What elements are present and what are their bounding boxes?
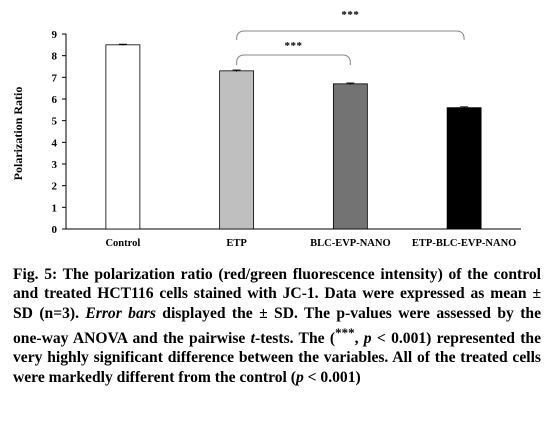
significance-label: *** (285, 40, 303, 52)
figure-caption: Fig. 5: The polarization ratio (red/gree… (13, 265, 541, 387)
y-ticks: 0 1 2 3 4 5 6 7 8 9 (52, 29, 66, 236)
y-axis-label: Polarization Ratio (11, 87, 25, 181)
y-tick-label: 0 (52, 224, 58, 236)
y-tick-label: 9 (52, 29, 58, 41)
y-tick-label: 8 (52, 51, 58, 63)
caption-sup: *** (335, 324, 355, 340)
caption-text-6: < 0.001) (303, 368, 361, 386)
caption-text-4: , (354, 330, 364, 348)
x-category-label: Control (105, 238, 140, 249)
y-tick-label: 3 (52, 159, 58, 171)
caption-fig-label: Fig. 5: (13, 266, 58, 283)
caption-text-3: -tests. The ( (255, 330, 336, 348)
y-tick-label: 7 (52, 72, 58, 84)
y-tick-label: 1 (52, 202, 58, 214)
y-tick-label: 2 (52, 181, 58, 193)
caption-p-2: p (295, 368, 304, 386)
caption-p-1: p (363, 330, 372, 348)
y-tick-label: 4 (52, 137, 58, 149)
caption-error-bars: Error bars (85, 304, 156, 322)
caption-text-1: The polarization ratio (red/green fluore… (13, 266, 541, 322)
x-category-label: ETP-BLC-EVP-NANO (412, 238, 516, 249)
x-category-label: ETP (226, 238, 247, 249)
category-labels: Control ETP BLC-EVP-NANO ETP-BLC-EVP-NANO (105, 238, 516, 249)
bar-etp (219, 70, 255, 230)
y-tick-label: 5 (52, 116, 58, 128)
caption-t: t (250, 330, 255, 348)
y-tick-label: 6 (52, 94, 58, 106)
caption-text-2: displayed the ± SD. The p-values were as… (13, 304, 541, 348)
x-category-label: BLC-EVP-NANO (310, 238, 391, 249)
caption-text-5: < 0.001) represented the very highly sig… (13, 330, 542, 386)
significance-bracket (236, 30, 465, 40)
significance-bracket (236, 54, 351, 65)
bars (105, 43, 482, 230)
significance-label: *** (341, 9, 359, 21)
bar-chart: 0 1 2 3 4 5 6 7 8 9 Control ETP BLC-EVP-NANO ETP-BLC… (11, 9, 521, 249)
bar-etp-blc-evp-nano (446, 107, 482, 230)
bar-control (105, 44, 141, 230)
bar-blc-evp-nano (332, 83, 368, 230)
significance-brackets: *** *** (236, 9, 465, 65)
